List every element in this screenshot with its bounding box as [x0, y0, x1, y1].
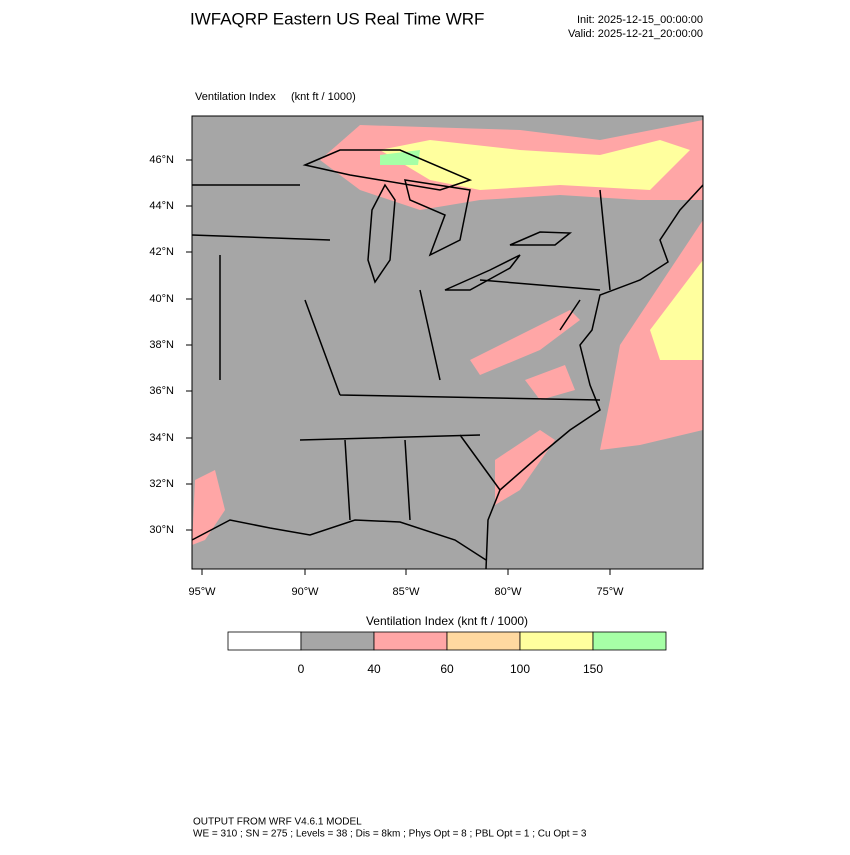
lat-label: 34°N	[149, 432, 174, 444]
map-frame	[191, 115, 704, 570]
lon-label: 90°W	[291, 586, 319, 598]
init-time: Init: 2025-12-15_00:00:00	[577, 14, 703, 26]
colorbar-box	[446, 631, 521, 651]
patch	[600, 220, 703, 450]
patch	[380, 140, 690, 190]
footer-line: WE = 310 ; SN = 275 ; Levels = 38 ; Dis …	[193, 829, 587, 840]
lake	[367, 183, 396, 284]
lat-label: 42°N	[149, 246, 174, 258]
title: IWFAQRP Eastern US Real Time WRF	[190, 9, 484, 28]
map-units: (knt ft / 1000)	[291, 91, 356, 103]
lake	[302, 149, 473, 191]
lat-label: 40°N	[149, 293, 174, 305]
coastline	[191, 519, 487, 561]
colorbar-box	[300, 631, 375, 651]
colorbar-box	[373, 631, 448, 651]
patch	[470, 310, 580, 375]
map-label: Ventilation Index	[195, 91, 276, 103]
valid-time: Valid: 2025-12-21_20:00:00	[568, 28, 703, 40]
footer-line: OUTPUT FROM WRF V4.6.1 MODEL	[193, 817, 362, 828]
patch	[192, 470, 225, 545]
patch	[650, 260, 703, 360]
lat-label: 30°N	[149, 524, 174, 536]
colorbar-title: Ventilation Index (knt ft / 1000)	[366, 614, 528, 628]
colorbar-box	[592, 631, 667, 651]
lake	[403, 179, 471, 257]
lat-label: 36°N	[149, 385, 174, 397]
colorbar-tick-label: 100	[510, 662, 530, 676]
lake	[509, 231, 573, 246]
state-borders	[191, 184, 611, 521]
lon-label: 95°W	[188, 586, 216, 598]
colorbar-box	[227, 631, 302, 651]
lat-label: 38°N	[149, 339, 174, 351]
colorbar-tick-label: 40	[367, 662, 381, 676]
colorbar-tick-label: 150	[583, 662, 603, 676]
colorbar-tick-label: 0	[298, 662, 305, 676]
map	[191, 115, 704, 570]
patch	[525, 365, 575, 400]
lat-label: 32°N	[149, 478, 174, 490]
colorbar-tick-label: 60	[440, 662, 454, 676]
lat-label: 46°N	[149, 154, 174, 166]
lake	[444, 254, 521, 291]
lon-label: 80°W	[494, 586, 522, 598]
lon-label: 75°W	[596, 586, 624, 598]
lon-label: 85°W	[392, 586, 420, 598]
lat-label: 44°N	[149, 200, 174, 212]
coastline	[485, 184, 704, 570]
colorbar-box	[519, 631, 594, 651]
